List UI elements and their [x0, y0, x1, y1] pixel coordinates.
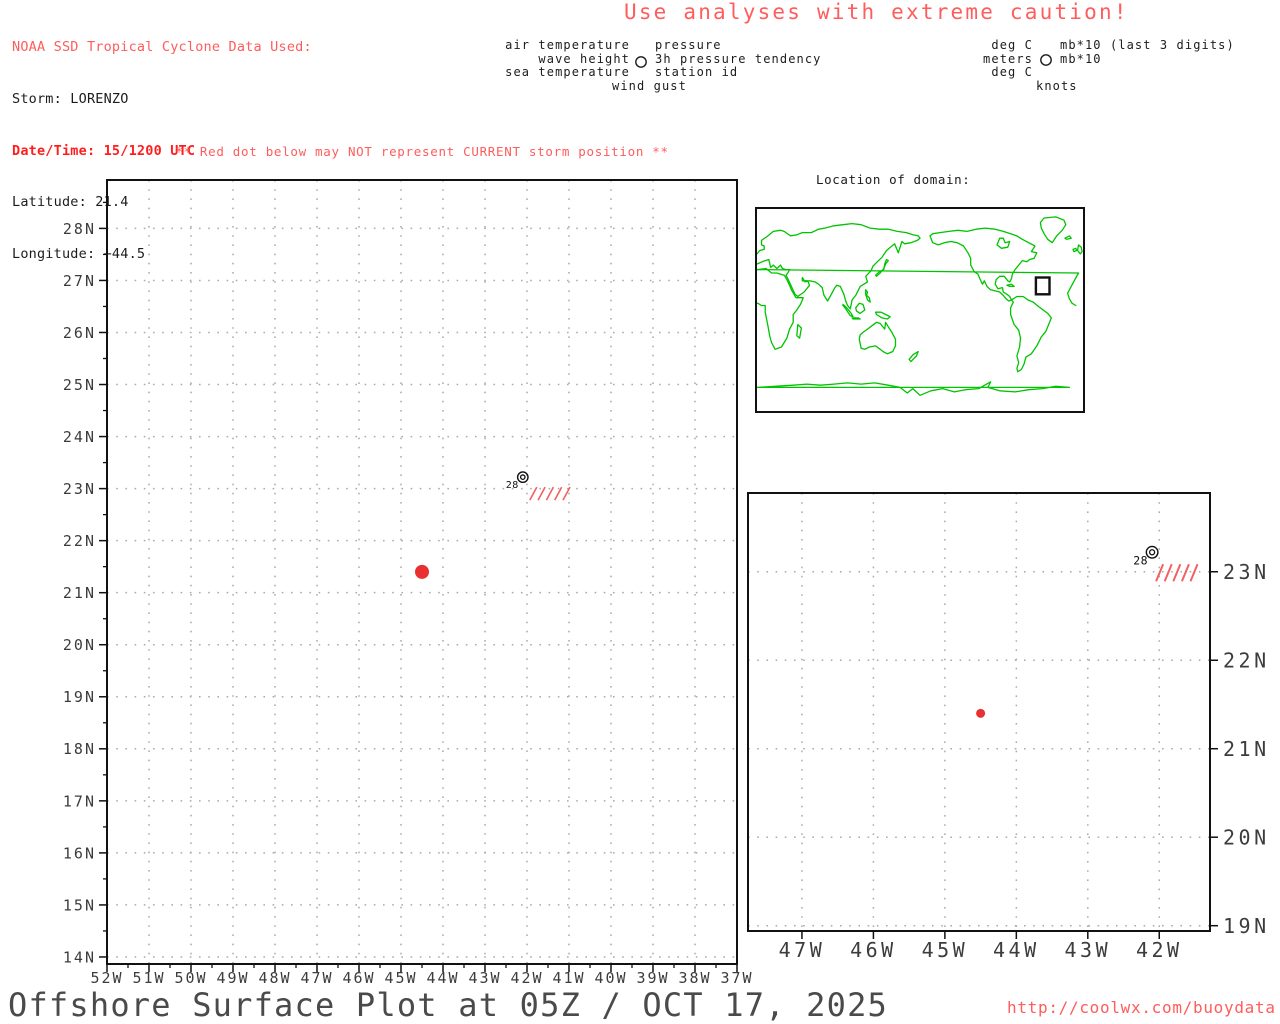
- svg-text:47W: 47W: [779, 938, 826, 962]
- svg-text:37W: 37W: [720, 969, 753, 987]
- page-title: Offshore Surface Plot at 05Z / OCT 17, 2…: [8, 986, 889, 1024]
- svg-text:49W: 49W: [216, 969, 249, 987]
- svg-text:20N: 20N: [1223, 825, 1270, 849]
- svg-text:17N: 17N: [63, 792, 96, 810]
- svg-text:42W: 42W: [510, 969, 543, 987]
- svg-text:18N: 18N: [63, 740, 96, 758]
- svg-text:19N: 19N: [1223, 914, 1270, 938]
- svg-text:25N: 25N: [63, 376, 96, 394]
- svg-text:26N: 26N: [63, 324, 96, 342]
- svg-text:44W: 44W: [993, 938, 1040, 962]
- svg-text:19N: 19N: [63, 688, 96, 706]
- data-source-note: NOAA SSD Tropical Cyclone Data Used:: [12, 39, 312, 56]
- svg-text:14N: 14N: [63, 948, 96, 966]
- storm-position-warning: ** Red dot below may NOT represent CURRE…: [175, 144, 669, 159]
- unit-mb10-last3: mb*10 (last 3 digits): [1060, 38, 1235, 52]
- world-map: [755, 207, 1085, 413]
- svg-text:28N: 28N: [63, 220, 96, 238]
- svg-text:46W: 46W: [850, 938, 897, 962]
- svg-text:24N: 24N: [63, 428, 96, 446]
- svg-text:40W: 40W: [594, 969, 627, 987]
- unit-meters: meters: [983, 51, 1033, 66]
- svg-text:23N: 23N: [63, 480, 96, 498]
- svg-text:46W: 46W: [342, 969, 375, 987]
- station-circle-icon: [1040, 54, 1052, 66]
- svg-text:28: 28: [1133, 553, 1148, 567]
- legend-pressure: pressure: [655, 38, 722, 52]
- svg-text:41W: 41W: [552, 969, 585, 987]
- storm-name: Storm: LORENZO: [12, 91, 129, 108]
- svg-text:44W: 44W: [426, 969, 459, 987]
- map-title: Location of domain:: [816, 172, 971, 187]
- legend-air-temperature: air temperature: [505, 38, 630, 52]
- legend-wave-height: wave height: [538, 51, 630, 66]
- storm-longitude: Longitude: −44.5: [12, 245, 146, 262]
- svg-text:38W: 38W: [678, 969, 711, 987]
- svg-text:27N: 27N: [63, 272, 96, 290]
- svg-text:43W: 43W: [1064, 938, 1111, 962]
- storm-latitude: Latitude: 21.4: [12, 194, 129, 211]
- svg-text:22N: 22N: [1223, 648, 1270, 672]
- svg-text:20N: 20N: [63, 636, 96, 654]
- unit-deg-c-air: deg C: [991, 38, 1033, 52]
- svg-text:47W: 47W: [300, 969, 333, 987]
- station-circle-icon: [635, 56, 647, 68]
- legend-wind-gust: wind gust: [612, 78, 687, 93]
- svg-text:21N: 21N: [1223, 737, 1270, 761]
- svg-text:51W: 51W: [132, 969, 165, 987]
- unit-knots: knots: [1036, 78, 1078, 93]
- legend-sea-temperature: sea temperature: [505, 65, 630, 79]
- svg-text:43W: 43W: [468, 969, 501, 987]
- unit-mb10: mb*10: [1060, 51, 1102, 66]
- svg-text:16N: 16N: [63, 844, 96, 862]
- svg-text:45W: 45W: [922, 938, 969, 962]
- storm-datetime: Date/Time: 15/1200 UTC: [12, 142, 196, 159]
- svg-text:39W: 39W: [636, 969, 669, 987]
- svg-text:52W: 52W: [90, 969, 123, 987]
- legend-station-id: station id: [655, 65, 739, 79]
- unit-deg-c-sea: deg C: [991, 65, 1033, 79]
- svg-text:22N: 22N: [63, 532, 96, 550]
- caution-title: Use analyses with extreme caution!: [624, 0, 1129, 24]
- svg-text:42W: 42W: [1136, 938, 1183, 962]
- svg-text:15N: 15N: [63, 896, 96, 914]
- storm-info-block: NOAA SSD Tropical Cyclone Data Used: Sto…: [12, 5, 312, 297]
- svg-text:45W: 45W: [384, 969, 417, 987]
- legend-pressure-tendency: 3h pressure tendency: [655, 51, 822, 66]
- svg-text:28: 28: [506, 480, 519, 491]
- svg-text:21N: 21N: [63, 584, 96, 602]
- source-url[interactable]: http://coolwx.com/buoydata: [1007, 998, 1276, 1017]
- svg-text:50W: 50W: [174, 969, 207, 987]
- svg-text:48W: 48W: [258, 969, 291, 987]
- svg-text:23N: 23N: [1223, 560, 1270, 584]
